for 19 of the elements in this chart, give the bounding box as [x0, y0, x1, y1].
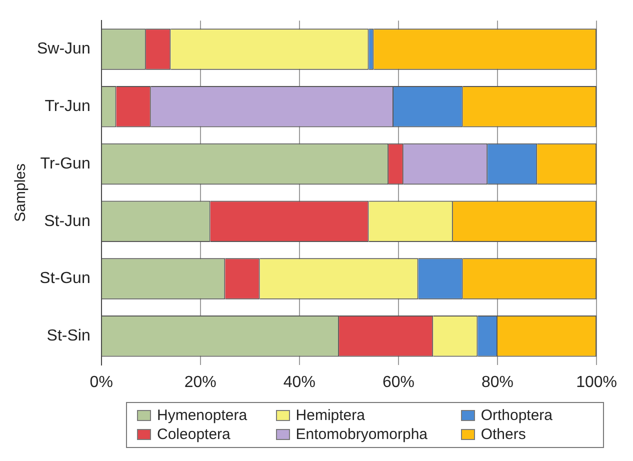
- x-tick-label: 100%: [576, 374, 617, 391]
- y-tick-label: Tr-Gun: [40, 155, 90, 172]
- y-tick-label: St-Gun: [40, 270, 90, 288]
- legend-label: Others: [480, 426, 526, 443]
- legend-label: Hymenoptera: [157, 407, 248, 424]
- x-tick-label: 20%: [184, 374, 216, 391]
- legend-label: Orthoptera: [480, 407, 553, 424]
- legend-label: Entomobryomorpha: [296, 426, 428, 443]
- x-tick-label: 60%: [382, 374, 414, 391]
- legend-label: Hemiptera: [296, 407, 365, 424]
- y-axis-title: Samples: [12, 164, 30, 222]
- legend-label: Coleoptera: [157, 426, 230, 443]
- y-tick-label: Tr-Jun: [44, 98, 90, 116]
- x-tick-label: 40%: [283, 374, 316, 391]
- x-tick-label: 0%: [90, 374, 113, 391]
- y-tick-label: Sw-Jun: [36, 40, 90, 58]
- y-tick-label: St-Sin: [46, 328, 90, 345]
- x-tick-label: 80%: [481, 374, 514, 391]
- y-tick-label: St-Jun: [44, 212, 90, 230]
